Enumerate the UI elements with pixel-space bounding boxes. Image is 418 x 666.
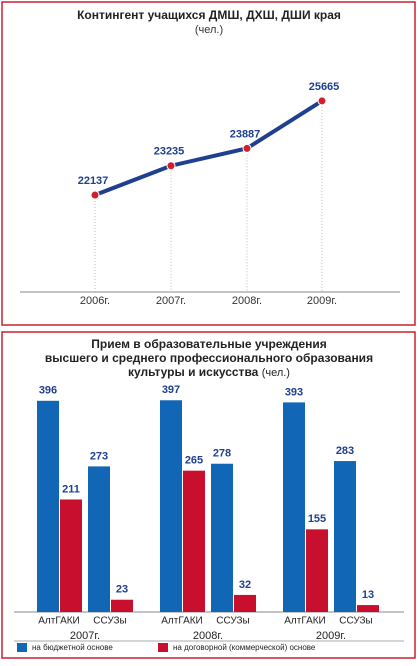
chart-title-line: высшего и среднего профессионального обр… <box>45 351 373 365</box>
panel <box>1 1 416 326</box>
chart-title-line: Прием в образовательные учреждения <box>91 337 327 351</box>
value-label: 32 <box>239 579 251 591</box>
value-label: 23235 <box>154 146 185 158</box>
value-label: 23 <box>116 584 128 596</box>
legend-swatch <box>17 643 27 652</box>
legend-label: на договорной (коммерческой) основе <box>173 643 316 652</box>
bar <box>183 470 205 612</box>
value-label: 278 <box>213 448 231 460</box>
value-label: 393 <box>285 386 303 398</box>
bar <box>88 466 110 612</box>
chart-title-line: Контингент учащихся ДМШ, ДХШ, ДШИ края <box>77 8 341 22</box>
value-label: 283 <box>336 445 354 457</box>
chart-subtitle: (чел.) <box>262 367 290 379</box>
x-tick-label: АлтГАКИ <box>161 616 203 627</box>
group-label: 2008г. <box>193 630 223 642</box>
x-tick-label: ССУЗы <box>93 616 126 627</box>
legend-swatch <box>158 643 168 652</box>
group-label: 2007г. <box>70 630 100 642</box>
value-label: 265 <box>185 455 203 467</box>
value-label: 22137 <box>78 175 109 187</box>
x-tick-label: АлтГАКИ <box>38 616 80 627</box>
value-label: 23887 <box>230 128 261 140</box>
bar <box>234 594 256 612</box>
point <box>166 161 176 171</box>
bar <box>211 463 233 612</box>
line <box>94 99 324 197</box>
value-label: 155 <box>308 513 326 525</box>
point <box>90 190 100 200</box>
x-tick-label: 2006г. <box>80 295 110 307</box>
bar <box>357 605 379 612</box>
bar <box>306 529 328 612</box>
legend-label: на бюджетной основе <box>32 643 113 652</box>
chart-title-line: культуры и искусства <box>128 365 259 379</box>
point <box>242 143 252 153</box>
value-label: 25665 <box>309 81 340 93</box>
chart-title: высшего и среднего профессионального обр… <box>45 351 373 365</box>
bar <box>334 461 356 612</box>
chart-title: Контингент учащихся ДМШ, ДХШ, ДШИ края <box>77 8 341 22</box>
bar <box>111 599 133 612</box>
chart-title: культуры и искусства (чел.) <box>128 365 290 379</box>
point <box>317 96 327 106</box>
group-label: 2009г. <box>316 630 346 642</box>
bar <box>283 402 305 612</box>
chart-title: Прием в образовательные учреждения <box>91 337 327 351</box>
x-tick-label: 2008г. <box>232 295 262 307</box>
bar <box>60 499 82 612</box>
value-label: 13 <box>362 589 374 601</box>
x-tick-label: 2007г. <box>156 295 186 307</box>
value-label: 397 <box>162 384 180 396</box>
x-tick-label: АлтГАКИ <box>284 616 326 627</box>
x-tick-label: ССУЗы <box>339 616 372 627</box>
value-label: 273 <box>90 450 108 462</box>
bar <box>160 400 182 612</box>
x-tick-label: ССУЗы <box>216 616 249 627</box>
x-tick-label: 2009г. <box>307 295 337 307</box>
chart-subtitle: (чел.) <box>195 24 223 36</box>
bar <box>37 400 59 612</box>
value-label: 396 <box>39 385 57 397</box>
value-label: 211 <box>62 483 80 495</box>
